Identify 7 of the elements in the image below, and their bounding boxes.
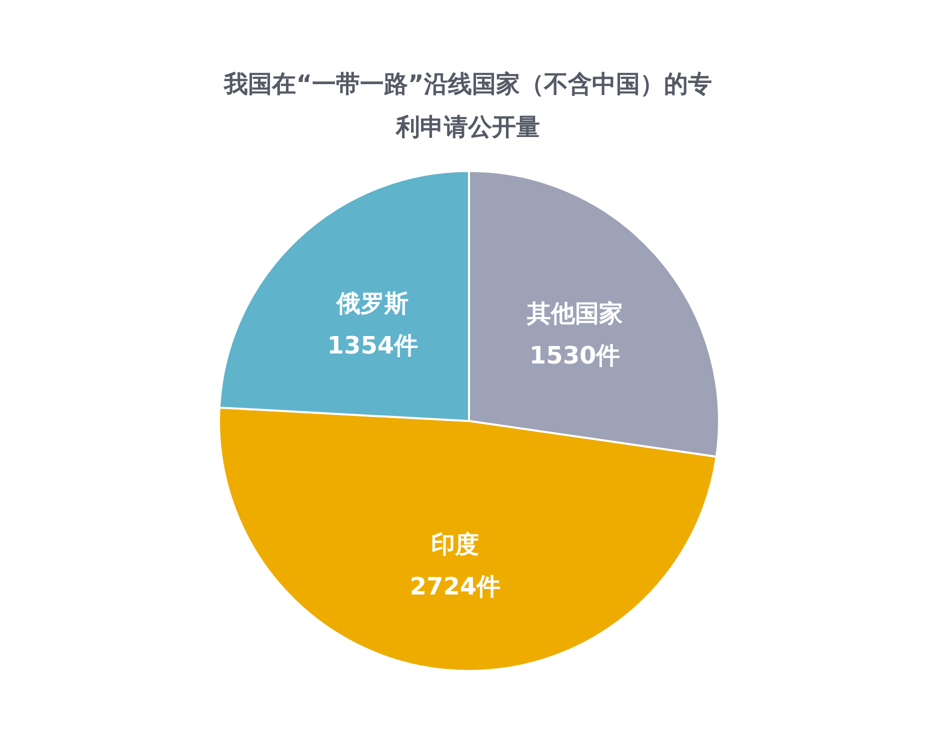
data-label: 1530件 <box>529 341 620 370</box>
slice-label: 印度 <box>431 530 480 558</box>
data-label: 2724件 <box>410 572 501 600</box>
chart-title: 我国在“一带一路”沿线国家（不含中国）的专利申请公开量 <box>223 70 712 141</box>
slice-label: 俄罗斯 <box>336 289 409 318</box>
data-label: 1354件 <box>327 331 418 360</box>
slice-label: 其他国家 <box>526 299 623 328</box>
